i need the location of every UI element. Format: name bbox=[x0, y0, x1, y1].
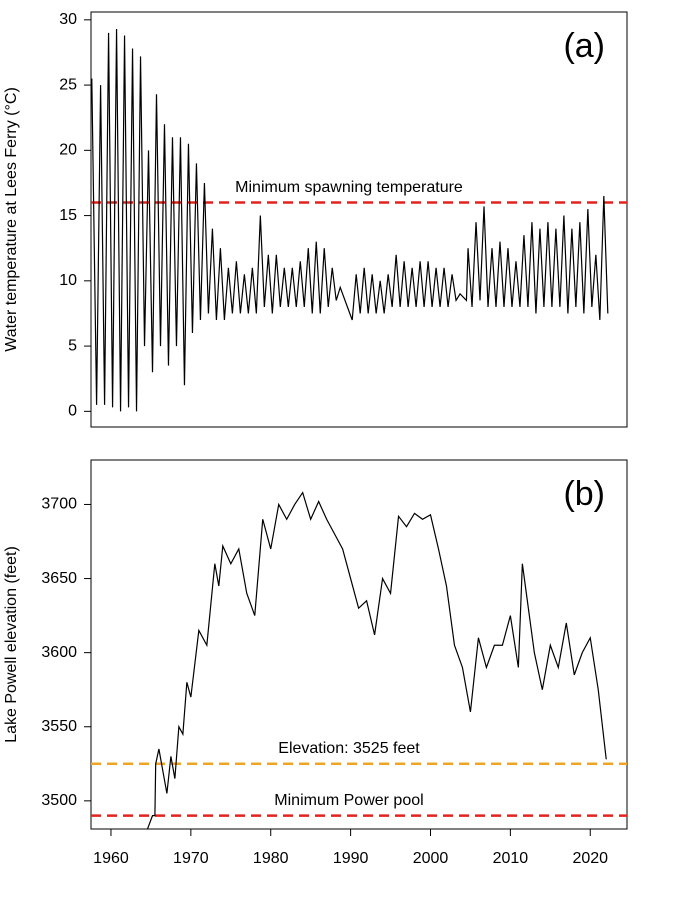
y-tick-label: 30 bbox=[59, 11, 77, 28]
x-tick-label: 1970 bbox=[173, 850, 209, 867]
x-tick-label: 1980 bbox=[253, 850, 289, 867]
y-tick-label: 20 bbox=[59, 142, 77, 159]
x-tick-label: 2020 bbox=[572, 850, 608, 867]
reference-label: Minimum spawning temperature bbox=[235, 179, 463, 196]
x-tick-label: 1960 bbox=[93, 850, 129, 867]
y-tick-label: 0 bbox=[68, 403, 77, 420]
y-tick-label: 3550 bbox=[41, 718, 77, 735]
plot-frame bbox=[90, 11, 628, 428]
plot-area bbox=[91, 491, 627, 829]
data-line bbox=[91, 28, 609, 412]
y-tick-label: 5 bbox=[68, 337, 77, 354]
y-axis-label: Lake Powell elevation (feet) bbox=[3, 546, 20, 743]
y-tick-label: 25 bbox=[59, 76, 77, 93]
y-tick-label: 3600 bbox=[41, 644, 77, 661]
plot-area bbox=[91, 28, 627, 412]
y-tick-label: 3650 bbox=[41, 570, 77, 587]
plot-frame bbox=[90, 459, 628, 830]
x-tick-label: 1990 bbox=[333, 850, 369, 867]
y-tick-label: 3500 bbox=[41, 792, 77, 809]
reference-label: Minimum Power pool bbox=[274, 792, 423, 809]
data-line bbox=[146, 491, 607, 829]
y-axis-label: Water temperature at Lees Ferry (°C) bbox=[3, 87, 20, 352]
y-tick-label: 10 bbox=[59, 272, 77, 289]
reference-label: Elevation: 3525 feet bbox=[278, 740, 420, 757]
y-tick-label: 15 bbox=[59, 207, 77, 224]
x-tick-label: 2010 bbox=[493, 850, 529, 867]
x-tick-label: 2000 bbox=[413, 850, 449, 867]
y-tick-label: 3700 bbox=[41, 496, 77, 513]
panel-label: (a) bbox=[563, 27, 605, 65]
panel-label: (b) bbox=[563, 475, 605, 513]
